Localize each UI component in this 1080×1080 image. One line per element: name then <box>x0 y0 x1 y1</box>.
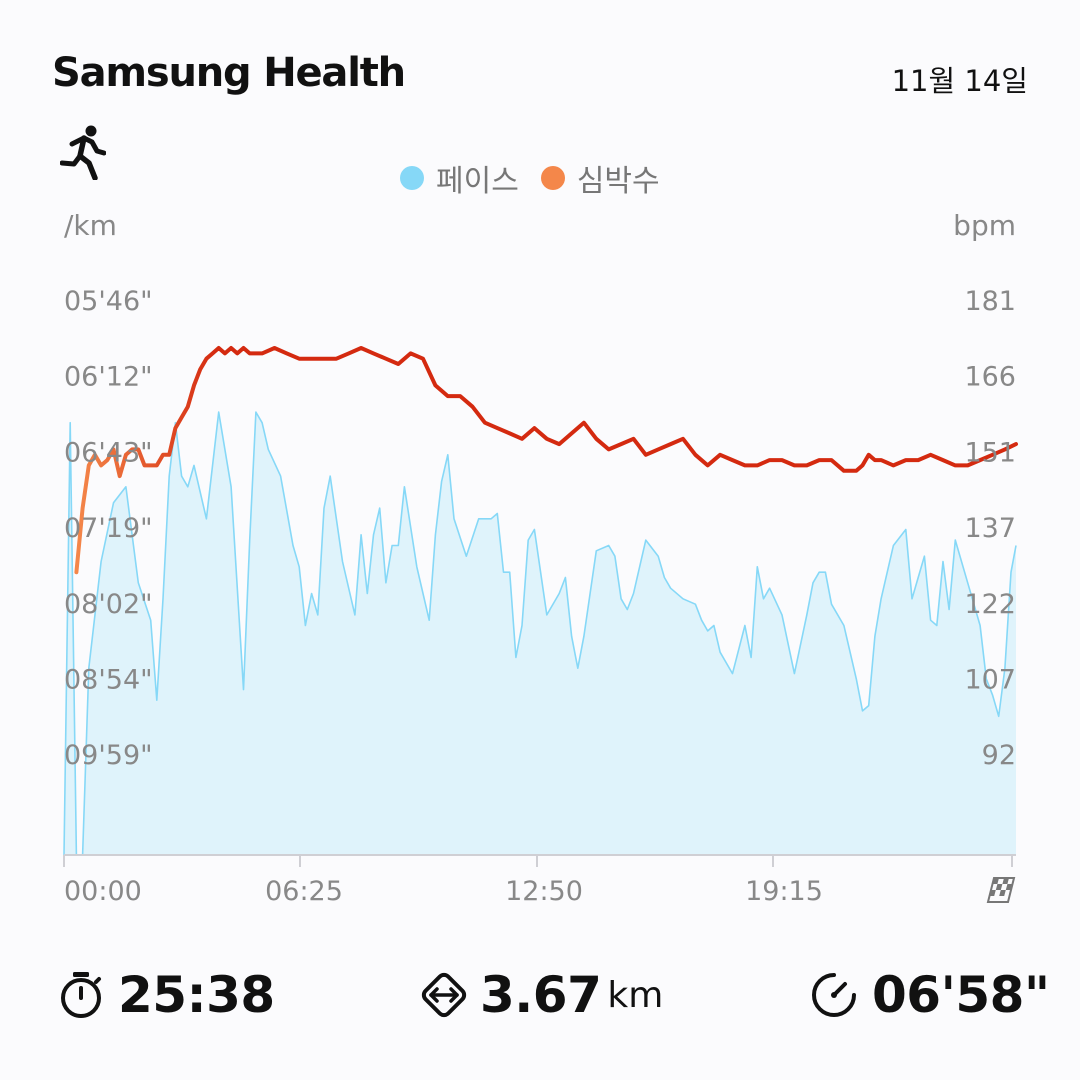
workout-date: 11월 14일 <box>891 64 1028 98</box>
left-axis-tick-label: 09'59" <box>64 740 153 771</box>
left-axis-tick-label: 06'12" <box>64 362 153 393</box>
x-axis-tick-label: 00:00 <box>64 876 142 907</box>
pace-stat: 06'58" <box>810 960 1050 1030</box>
left-axis-tick-label: 08'02" <box>64 589 153 620</box>
pace-area <box>64 412 1016 855</box>
legend-heart-rate-label: 심박수 <box>576 164 660 199</box>
avg-pace-value: 06'58" <box>872 966 1050 1024</box>
left-axis-tick-label: 06'43" <box>64 437 153 468</box>
legend-pace: 페이스 <box>400 156 519 200</box>
checkered-flag-icon <box>986 877 1016 903</box>
distance-stat: 3.67 km <box>418 960 663 1030</box>
duration-value: 25:38 <box>118 966 275 1024</box>
right-axis-tick-label: 137 <box>964 513 1016 544</box>
legend-pace-label: 페이스 <box>436 164 519 199</box>
left-axis-tick-label: 07'19" <box>64 513 153 544</box>
workout-summary: 25:38 3.67 km 06'58" <box>0 960 1080 1030</box>
chart-legend: 페이스 심박수 <box>400 156 660 200</box>
app-title: Samsung Health <box>52 50 406 96</box>
legend-heart-rate: 심박수 <box>540 156 660 200</box>
x-axis-tick-label: 06:25 <box>265 876 343 907</box>
left-axis-tick-label: 08'54" <box>64 665 153 696</box>
right-axis-unit: bpm <box>953 209 1016 242</box>
stopwatch-icon <box>61 972 101 1018</box>
left-axis-unit: /km <box>64 209 117 242</box>
distance-unit: km <box>607 974 664 1016</box>
header: Samsung Health 11월 14일 <box>52 50 1028 100</box>
x-axis-tick-label: 12:50 <box>505 876 583 907</box>
legend-heart-rate-dot <box>540 166 565 190</box>
left-axis-tick-label: 05'46" <box>64 286 153 317</box>
right-axis-tick-label: 181 <box>964 286 1016 317</box>
distance-icon <box>421 972 467 1018</box>
pace-line <box>63 411 1017 856</box>
duration-stat: 25:38 <box>58 960 275 1030</box>
heart-rate-line <box>74 346 1018 575</box>
distance-value: 3.67 <box>480 966 602 1024</box>
running-person-icon <box>60 125 106 180</box>
right-axis-tick-label: 166 <box>964 362 1016 393</box>
right-axis-tick-label: 151 <box>964 437 1016 468</box>
speedometer-icon <box>812 973 856 1017</box>
right-axis-tick-label: 107 <box>964 665 1016 696</box>
right-axis-tick-label: 92 <box>982 740 1016 771</box>
x-axis-tick-label: 19:15 <box>745 876 823 907</box>
right-axis-tick-label: 122 <box>964 589 1016 620</box>
pace-heart-rate-chart: /km bpm 05'46" 06'12" 06'43" 07'19" 08'02" 08'5… <box>63 209 1018 907</box>
legend-pace-dot <box>400 166 424 190</box>
